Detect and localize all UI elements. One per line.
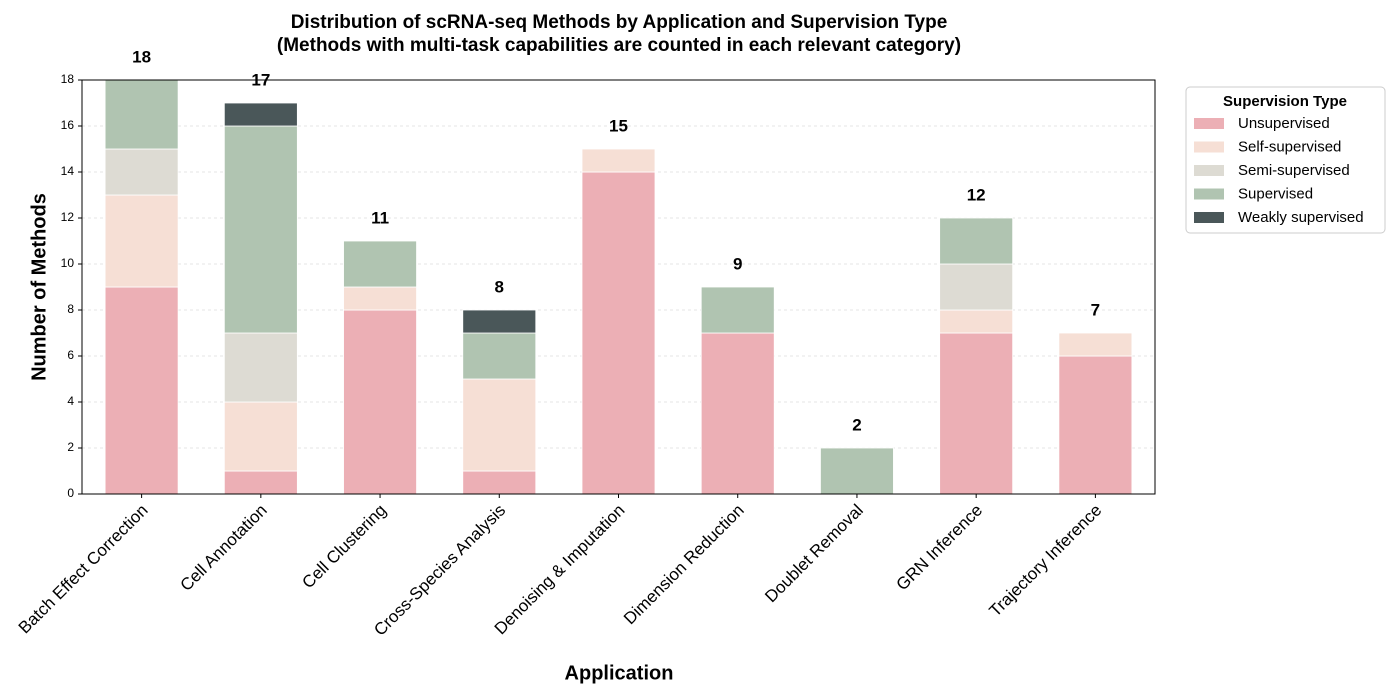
bar-segment: [104, 286, 179, 495]
y-axis-label: Number of Methods: [28, 193, 50, 381]
bar-segment: [104, 79, 179, 150]
bar-segment: [104, 148, 179, 196]
x-tick-label: Batch Effect Correction: [15, 501, 152, 638]
bar-segment: [223, 401, 298, 472]
legend-label: Unsupervised: [1238, 115, 1330, 132]
y-tick-label: 12: [61, 210, 75, 224]
bar-segment: [223, 470, 298, 495]
y-tick-label: 16: [61, 118, 75, 132]
x-tick-label: Cell Clustering: [298, 501, 390, 593]
y-tick-label: 4: [67, 394, 74, 408]
x-tick-label: GRN Inference: [893, 501, 987, 595]
y-tick-label: 10: [61, 256, 75, 270]
x-tick-label: Cross-Species Analysis: [370, 501, 509, 640]
x-axis-label: Application: [565, 662, 674, 684]
bars: [104, 79, 1133, 495]
total-label: 8: [495, 277, 504, 296]
total-label: 15: [609, 116, 628, 135]
x-tick-label: Trajectory Inference: [986, 501, 1106, 621]
bar-segment: [104, 194, 179, 288]
y-tick-label: 18: [61, 72, 75, 86]
legend-swatch: [1194, 141, 1224, 153]
y-tick-label: 0: [67, 486, 74, 500]
bar-segment: [343, 286, 417, 311]
legend-swatch: [1194, 165, 1224, 176]
legend-label: Weakly supervised: [1238, 209, 1364, 226]
bar-segment: [1058, 355, 1133, 495]
bar-segment: [462, 332, 537, 380]
chart-subtitle: (Methods with multi-task capabilities ar…: [277, 35, 961, 56]
bar-segment: [939, 217, 1014, 265]
y-tick-label: 8: [67, 302, 74, 316]
total-label: 11: [371, 208, 389, 227]
bar-segment: [223, 125, 298, 334]
legend-label: Self-supervised: [1238, 138, 1341, 155]
bar-segment: [462, 470, 537, 495]
legend-swatch: [1194, 188, 1224, 200]
legend-swatch: [1194, 118, 1224, 129]
total-label: 18: [132, 47, 151, 66]
bar-segment: [939, 332, 1014, 495]
bar-segment: [223, 332, 298, 403]
legend-title: Supervision Type: [1223, 93, 1347, 110]
x-tick-label: Cell Annotation: [177, 501, 271, 595]
legend-swatch: [1194, 212, 1224, 223]
chart-title: Distribution of scRNA-seq Methods by App…: [291, 12, 948, 33]
x-tick-label: Doublet Removal: [761, 501, 867, 607]
y-tick-label: 14: [61, 164, 75, 178]
total-label: 12: [967, 185, 986, 204]
bar-segment: [939, 263, 1014, 311]
bar-segment: [223, 102, 298, 127]
bar-segment: [343, 309, 417, 495]
bar-segment: [820, 447, 894, 495]
bar-segment: [1058, 332, 1133, 357]
bar-segment: [700, 286, 775, 334]
bar-segment: [581, 148, 656, 173]
legend-box: [1185, 86, 1386, 234]
legend-label: Supervised: [1238, 185, 1313, 202]
bar-segment: [581, 171, 656, 495]
bar-segment: [700, 332, 775, 495]
bar-segment: [343, 240, 417, 288]
bar-segment: [462, 378, 537, 472]
x-tick-label: Dimension Reduction: [620, 501, 748, 629]
total-label: 9: [733, 254, 742, 273]
y-tick-label: 6: [67, 348, 74, 362]
legend-label: Semi-supervised: [1238, 162, 1350, 179]
total-label: 2: [852, 415, 861, 434]
x-tick-label: Denoising & Imputation: [491, 501, 629, 639]
y-tick-label: 2: [67, 440, 74, 454]
total-label: 7: [1091, 300, 1100, 319]
bar-segment: [939, 309, 1014, 334]
bar-segment: [462, 309, 537, 334]
total-label: 17: [251, 70, 270, 89]
